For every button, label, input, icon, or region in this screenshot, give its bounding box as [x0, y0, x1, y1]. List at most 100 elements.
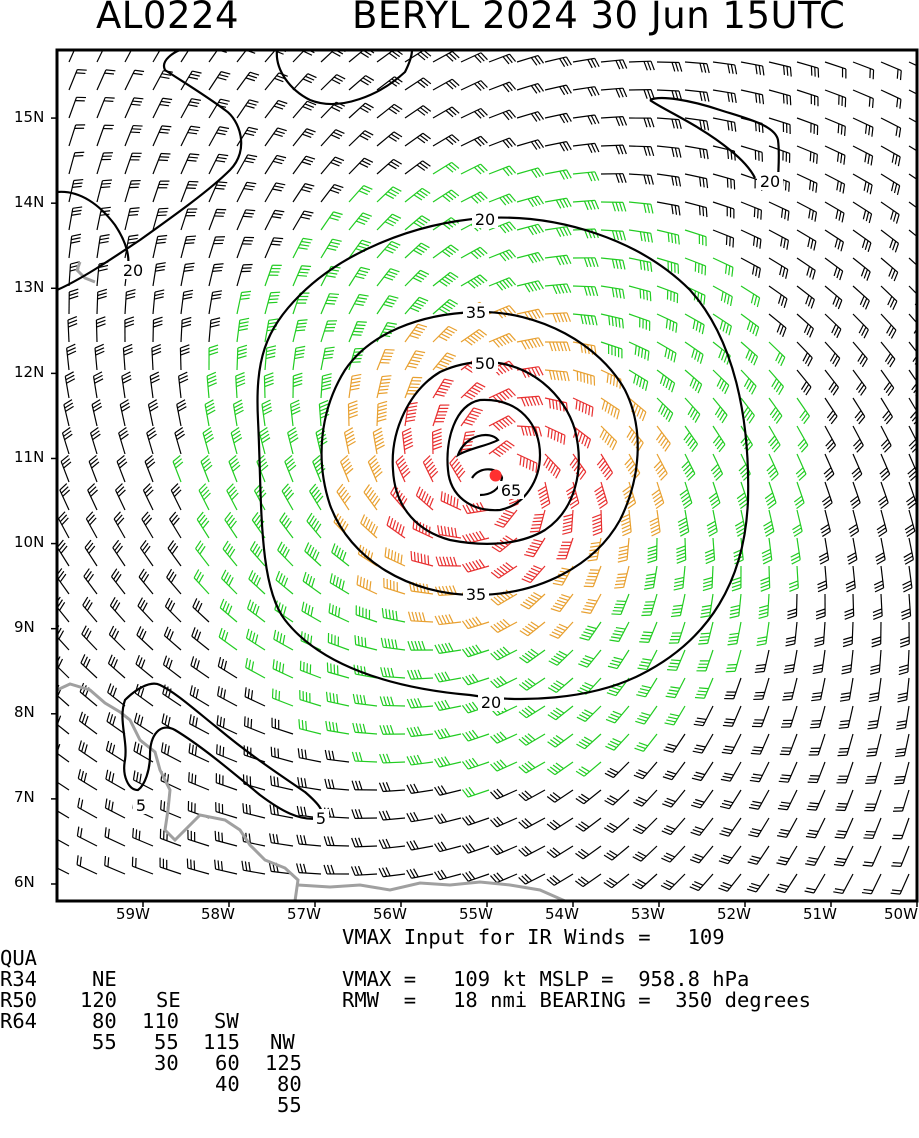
wind-barb [265, 210, 284, 230]
wind-barb [125, 153, 142, 174]
wind-barb [601, 286, 624, 299]
wind-barb [153, 317, 163, 342]
wind-barb [262, 400, 272, 426]
wind-barb [162, 742, 181, 762]
wind-barb [142, 512, 153, 538]
wind-barb [862, 874, 881, 894]
wind-barb [69, 70, 87, 90]
wind-barb [545, 142, 571, 152]
wind-barb [297, 835, 321, 846]
wind-barb [641, 594, 657, 615]
lat-label: 6N [14, 873, 35, 891]
wind-barb [125, 317, 134, 342]
wind-barb [576, 818, 601, 831]
wind-barb [79, 740, 97, 762]
wind-barb [595, 482, 608, 509]
wind-barb [627, 426, 643, 451]
wind-barb [205, 400, 215, 426]
wind-barb [300, 690, 321, 706]
wind-barb [273, 659, 293, 678]
wind-barb [237, 72, 259, 90]
wind-barb [690, 874, 713, 891]
wind-barb [411, 551, 433, 566]
wind-barb [545, 170, 571, 180]
wind-barb [105, 799, 125, 818]
wind-barb [321, 212, 343, 230]
wind-barb [825, 202, 844, 222]
wind-barb [65, 372, 75, 398]
wind-barb [341, 455, 354, 482]
wind-barb [462, 559, 489, 572]
wind-barb [381, 638, 405, 650]
wind-barb [110, 597, 125, 622]
wind-barb [385, 547, 405, 566]
wind-barb [461, 275, 487, 288]
wind-barb [519, 678, 545, 690]
wind-barb [160, 858, 181, 874]
wind-barb [814, 622, 825, 646]
wind-barb [117, 455, 127, 482]
wind-barb [684, 426, 698, 452]
wind-barb [265, 238, 283, 258]
wind-barb [278, 542, 293, 566]
wind-barb [741, 146, 762, 162]
wind-barb [321, 75, 345, 90]
wind-barb [125, 70, 144, 90]
wind-barb [105, 856, 125, 874]
wind-barb [841, 650, 853, 674]
wind-barb [293, 266, 311, 286]
wind-barb [657, 146, 681, 158]
wind-barb [61, 455, 71, 482]
wind-barb [175, 427, 185, 454]
wind-barb [409, 612, 433, 622]
wind-barb [125, 126, 143, 146]
wind-barb [517, 396, 543, 406]
wind-barb [863, 818, 881, 838]
wind-barb [573, 342, 596, 355]
wind-barb [573, 143, 599, 152]
wind-barb [694, 706, 713, 726]
wind-barb [538, 482, 550, 508]
wind-barb [685, 202, 707, 217]
wind-barb [548, 678, 573, 692]
wind-barb [112, 569, 125, 594]
wind-barb [380, 696, 405, 706]
wind-barb [780, 734, 797, 755]
wind-barb [791, 538, 800, 564]
wind-barb [545, 113, 571, 123]
wind-barb [713, 258, 733, 277]
wind-barb [713, 62, 737, 74]
wind-barb [797, 286, 814, 308]
wind-barb [713, 398, 727, 423]
wind-barb [215, 860, 237, 874]
wind-barb [377, 187, 401, 202]
wind-barb [321, 347, 335, 370]
wind-barb [893, 790, 909, 811]
wind-barb [405, 351, 425, 370]
wind-barb [377, 104, 402, 118]
wind-barb [116, 484, 126, 510]
wind-barb [97, 70, 115, 90]
wind-barb [408, 641, 433, 650]
wind-barb [489, 416, 515, 431]
wind-barb [629, 118, 654, 127]
wind-barb [685, 146, 708, 159]
wind-barb [548, 706, 573, 720]
wind-barb [711, 454, 722, 480]
wind-barb [148, 400, 158, 426]
wind-barb [181, 99, 201, 118]
wind-barb [349, 295, 369, 314]
wind-barb [825, 426, 836, 452]
wind-barb [629, 370, 648, 391]
wind-barb [381, 667, 405, 678]
wind-barb [719, 846, 741, 864]
wind-barb [300, 661, 321, 678]
wind-barb [629, 90, 654, 99]
wind-barb [685, 398, 700, 423]
wind-barb [244, 774, 265, 790]
lon-label: 52W [717, 905, 751, 923]
wind-barb [632, 874, 657, 889]
wind-barb [713, 370, 729, 394]
wind-barb [97, 125, 114, 146]
wind-barb [125, 208, 140, 230]
